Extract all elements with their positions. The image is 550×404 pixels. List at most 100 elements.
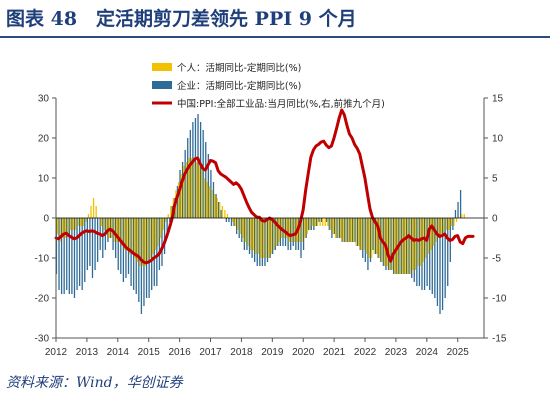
corporate-bar (411, 218, 413, 278)
corporate-bar (354, 218, 356, 242)
individual-bar (206, 182, 208, 218)
individual-bar (144, 218, 146, 266)
individual-bar (141, 218, 144, 266)
corporate-bar (274, 218, 276, 250)
corporate-bar (413, 218, 415, 282)
corporate-bar (78, 218, 81, 286)
individual-bar (180, 174, 182, 218)
corporate-bar (199, 122, 202, 218)
corporate-bar (184, 150, 186, 218)
individual-bar (56, 218, 59, 234)
individual-bar (412, 218, 414, 270)
corporate-bar (163, 218, 166, 254)
corporate-bar (148, 218, 150, 298)
individual-bar (193, 158, 195, 218)
individual-bar (244, 218, 247, 242)
individual-bar (265, 218, 267, 258)
corporate-bar (112, 218, 114, 250)
individual-bar (391, 218, 393, 270)
individual-bar (314, 218, 316, 226)
individual-bar (157, 218, 159, 246)
corporate-bar (158, 218, 161, 270)
title-rule (0, 36, 550, 38)
individual-bar (165, 218, 167, 222)
corporate-bar (60, 218, 63, 294)
individual-bar (136, 218, 138, 262)
corporate-bar (179, 170, 181, 218)
individual-bar (386, 218, 388, 266)
right-tick-label: 0 (492, 214, 498, 225)
corporate-bar (189, 130, 191, 218)
source-note: 资料来源：Wind，华创证券 (6, 375, 183, 391)
corporate-bar (241, 218, 243, 242)
individual-bars (56, 158, 465, 274)
individual-bar (116, 218, 118, 242)
corporate-bar (300, 218, 302, 258)
corporate-bar (102, 218, 104, 258)
individual-bar (113, 218, 115, 242)
individual-bar (360, 218, 362, 250)
individual-bar (62, 218, 64, 238)
corporate-bar (205, 142, 207, 218)
corporate-bar (256, 218, 258, 266)
corporate-bar (248, 218, 251, 254)
individual-bar (262, 218, 265, 258)
left-tick-label: 0 (43, 214, 49, 225)
individual-bar (69, 218, 72, 230)
corporate-bar (71, 218, 73, 294)
legend-swatch-corporate (152, 81, 172, 89)
individual-bar (324, 218, 326, 226)
individual-bar (221, 206, 223, 218)
individual-bar (190, 158, 193, 218)
corporate-bar (202, 130, 204, 218)
corporate-bar (264, 218, 266, 266)
individual-bar (461, 214, 463, 218)
individual-bar (298, 218, 301, 242)
corporate-bar (459, 190, 462, 218)
individual-bar (376, 218, 378, 254)
corporate-bar (341, 218, 343, 242)
individual-bar (188, 158, 190, 218)
corporate-bar (326, 218, 328, 222)
corporate-bar (215, 194, 217, 218)
individual-bar (293, 218, 296, 242)
individual-bar (306, 218, 308, 234)
individual-bar (414, 218, 417, 270)
x-tick-label: 2012 (45, 347, 68, 358)
x-tick-label: 2018 (230, 347, 253, 358)
x-tick-label: 2020 (292, 347, 315, 358)
corporate-bar (181, 162, 184, 218)
corporate-bar (161, 218, 163, 266)
corporate-bar (454, 210, 457, 218)
corporate-bar (89, 218, 91, 266)
left-tick-label: 20 (38, 134, 50, 145)
individual-bar (453, 218, 455, 226)
individual-bar (211, 190, 213, 218)
individual-bar (311, 218, 314, 226)
individual-bar (440, 218, 442, 234)
individual-bar (139, 218, 141, 266)
corporate-bar (238, 218, 240, 238)
corporate-bar (315, 218, 318, 226)
corporate-bar (156, 218, 158, 286)
corporate-bar (369, 218, 372, 262)
individual-bar (450, 218, 453, 226)
right-tick-label: 10 (492, 134, 504, 145)
corporate-bar (254, 218, 256, 262)
individual-bar (108, 218, 110, 238)
individual-bar (72, 218, 74, 230)
individual-bar (283, 218, 285, 238)
corporate-bar (176, 186, 179, 218)
corporate-bar (120, 218, 122, 274)
individual-bar (103, 218, 105, 230)
corporate-bar (333, 218, 336, 234)
corporate-bar (452, 218, 454, 230)
corporate-bar (243, 218, 246, 250)
individual-bar (121, 218, 123, 246)
corporate-bar (153, 218, 155, 286)
individual-bar (437, 218, 440, 238)
individual-bar (234, 218, 236, 226)
individual-bar (270, 218, 272, 254)
individual-bar (445, 218, 447, 230)
individual-bar (278, 218, 280, 242)
